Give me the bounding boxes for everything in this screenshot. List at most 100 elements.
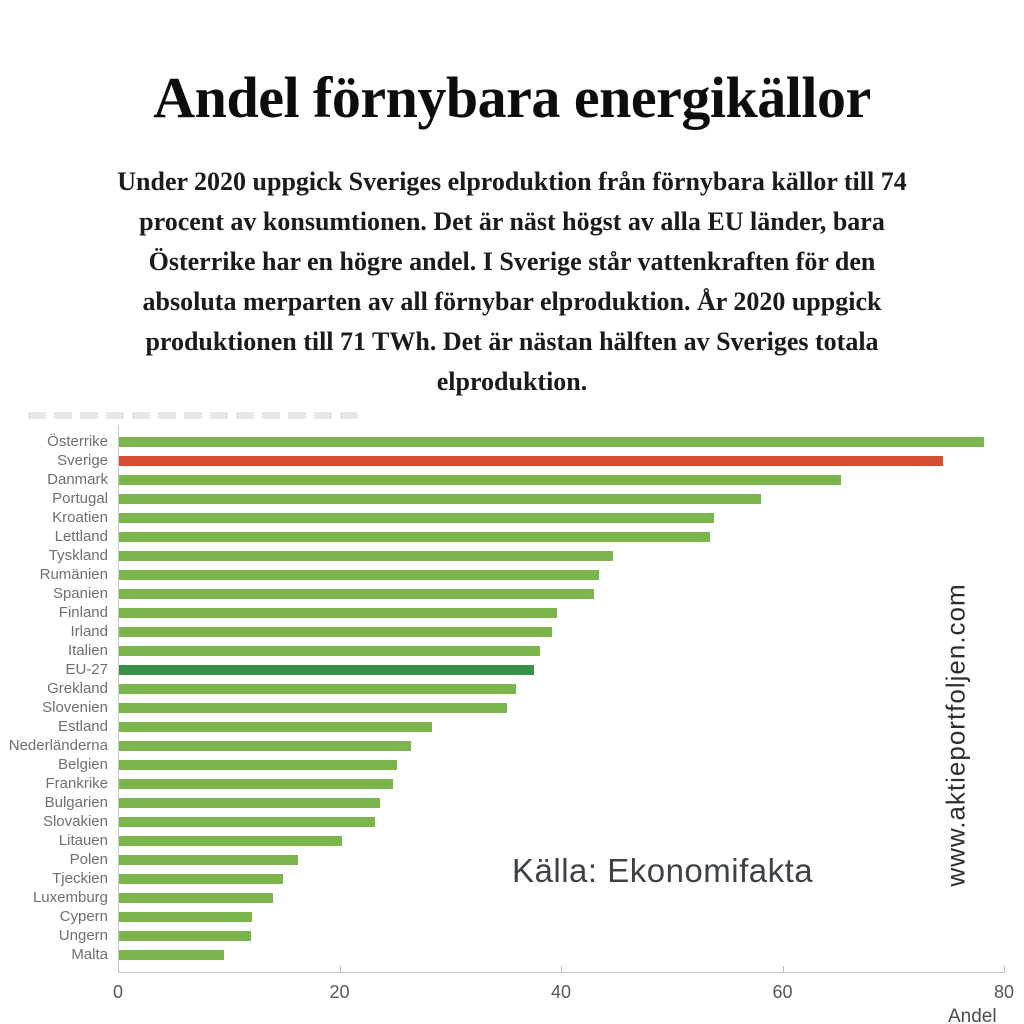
intro-line: Under 2020 uppgick Sveriges elproduktion… (117, 167, 907, 196)
x-axis-tick (339, 966, 341, 973)
bar-slovakien (119, 816, 375, 827)
category-label: Litauen (58, 832, 108, 849)
category-label: Slovenien (42, 699, 108, 716)
bar-row: Irland (0, 622, 1024, 641)
x-axis-tick (1004, 966, 1005, 973)
x-axis-tick (561, 966, 562, 973)
intro-line: absoluta merparten av all förnybar elpro… (142, 287, 882, 316)
bar-portugal (119, 493, 761, 504)
source-caption: Källa: Ekonomifakta (512, 852, 814, 889)
bar-row: Portugal (0, 489, 1024, 508)
category-label: Belgien (57, 756, 108, 773)
bar-spanien (119, 588, 594, 599)
bar-row: Sverige (0, 451, 1024, 470)
bar-nederländerna (119, 740, 412, 751)
bar-track (119, 584, 1004, 603)
bar-cypern (119, 911, 252, 922)
bar-rumänien (119, 569, 600, 580)
bar-slovenien (119, 702, 508, 713)
category-label: Luxemburg (32, 889, 108, 906)
bar-track (119, 831, 1004, 850)
bar-row: Slovenien (0, 698, 1024, 717)
bar-row: Italien (0, 641, 1024, 660)
category-label: Irland (70, 623, 108, 640)
x-axis-tick-label: 80 (993, 982, 1015, 1002)
bar-row: Litauen (0, 831, 1024, 850)
bar-danmark (119, 474, 842, 485)
cropped-chart-title-artifact (28, 412, 358, 419)
watermark-text: www.aktieportfoljen.com (940, 583, 971, 887)
bar-track (119, 546, 1004, 565)
category-label: Rumänien (39, 566, 108, 583)
bar-track (119, 793, 1004, 812)
bar-eu-27 (119, 664, 534, 675)
bar-sverige (119, 455, 944, 466)
bar-österrike (119, 436, 985, 447)
bar-track (119, 869, 1004, 888)
category-label: Estland (57, 718, 108, 735)
bar-track (119, 888, 1004, 907)
intro-line: elproduktion. (436, 367, 588, 396)
category-label: Nederländerna (8, 737, 108, 754)
x-axis-title: Andel (948, 1006, 997, 1024)
intro-line: Österrike har en högre andel. I Sverige … (148, 247, 876, 276)
x-axis-tick-label: 60 (772, 982, 793, 1002)
bar-row: Malta (0, 945, 1024, 964)
bar-track (119, 736, 1004, 755)
bar-luxemburg (119, 892, 273, 903)
bar-malta (119, 949, 225, 960)
bar-track (119, 527, 1004, 546)
chart-rows: Österrike Sverige Danmark Portugal Kroatien L… (0, 432, 1024, 964)
bar-irland (119, 626, 552, 637)
bar-track (119, 926, 1004, 945)
category-label: Portugal (52, 490, 108, 507)
bar-track (119, 945, 1004, 964)
bar-track (119, 603, 1004, 622)
bar-track (119, 641, 1004, 660)
category-label: Polen (69, 851, 108, 868)
bar-track (119, 679, 1004, 698)
bar-finland (119, 607, 558, 618)
bar-row: Frankrike (0, 774, 1024, 793)
bar-row: Grekland (0, 679, 1024, 698)
page-title: Andel förnybara energikällor (153, 65, 871, 130)
bar-estland (119, 721, 433, 732)
bar-tjeckien (119, 873, 283, 884)
bar-track (119, 508, 1004, 527)
bar-lettland (119, 531, 710, 542)
bar-track (119, 850, 1004, 869)
category-label: Italien (67, 642, 108, 659)
category-label: Lettland (54, 528, 108, 545)
bar-row: Polen (0, 850, 1024, 869)
bar-track (119, 812, 1004, 831)
bar-belgien (119, 759, 397, 770)
bar-track (119, 774, 1004, 793)
bar-row: Tjeckien (0, 869, 1024, 888)
category-label: Grekland (47, 680, 108, 697)
bar-kroatien (119, 512, 715, 523)
bar-row: Cypern (0, 907, 1024, 926)
bar-row: Belgien (0, 755, 1024, 774)
category-label: Bulgarien (44, 794, 108, 811)
bar-tyskland (119, 550, 614, 561)
bar-track (119, 565, 1004, 584)
category-label: Ungern (58, 927, 108, 944)
category-label: Frankrike (45, 775, 108, 792)
bar-row: Danmark (0, 470, 1024, 489)
bar-row: Rumänien (0, 565, 1024, 584)
bar-italien (119, 645, 541, 656)
bar-track (119, 717, 1004, 736)
bar-track (119, 489, 1004, 508)
bar-track (119, 755, 1004, 774)
bar-row: Ungern (0, 926, 1024, 945)
bar-row: Luxemburg (0, 888, 1024, 907)
category-label: Spanien (52, 585, 108, 602)
x-axis-tick-label: 0 (112, 982, 124, 1002)
x-axis-tick-label: 40 (550, 982, 572, 1002)
category-label: Slovakien (42, 813, 108, 830)
category-label: Österrike (47, 433, 108, 450)
x-axis-tick (118, 966, 119, 973)
bar-grekland (119, 683, 517, 694)
bar-polen (119, 854, 299, 865)
